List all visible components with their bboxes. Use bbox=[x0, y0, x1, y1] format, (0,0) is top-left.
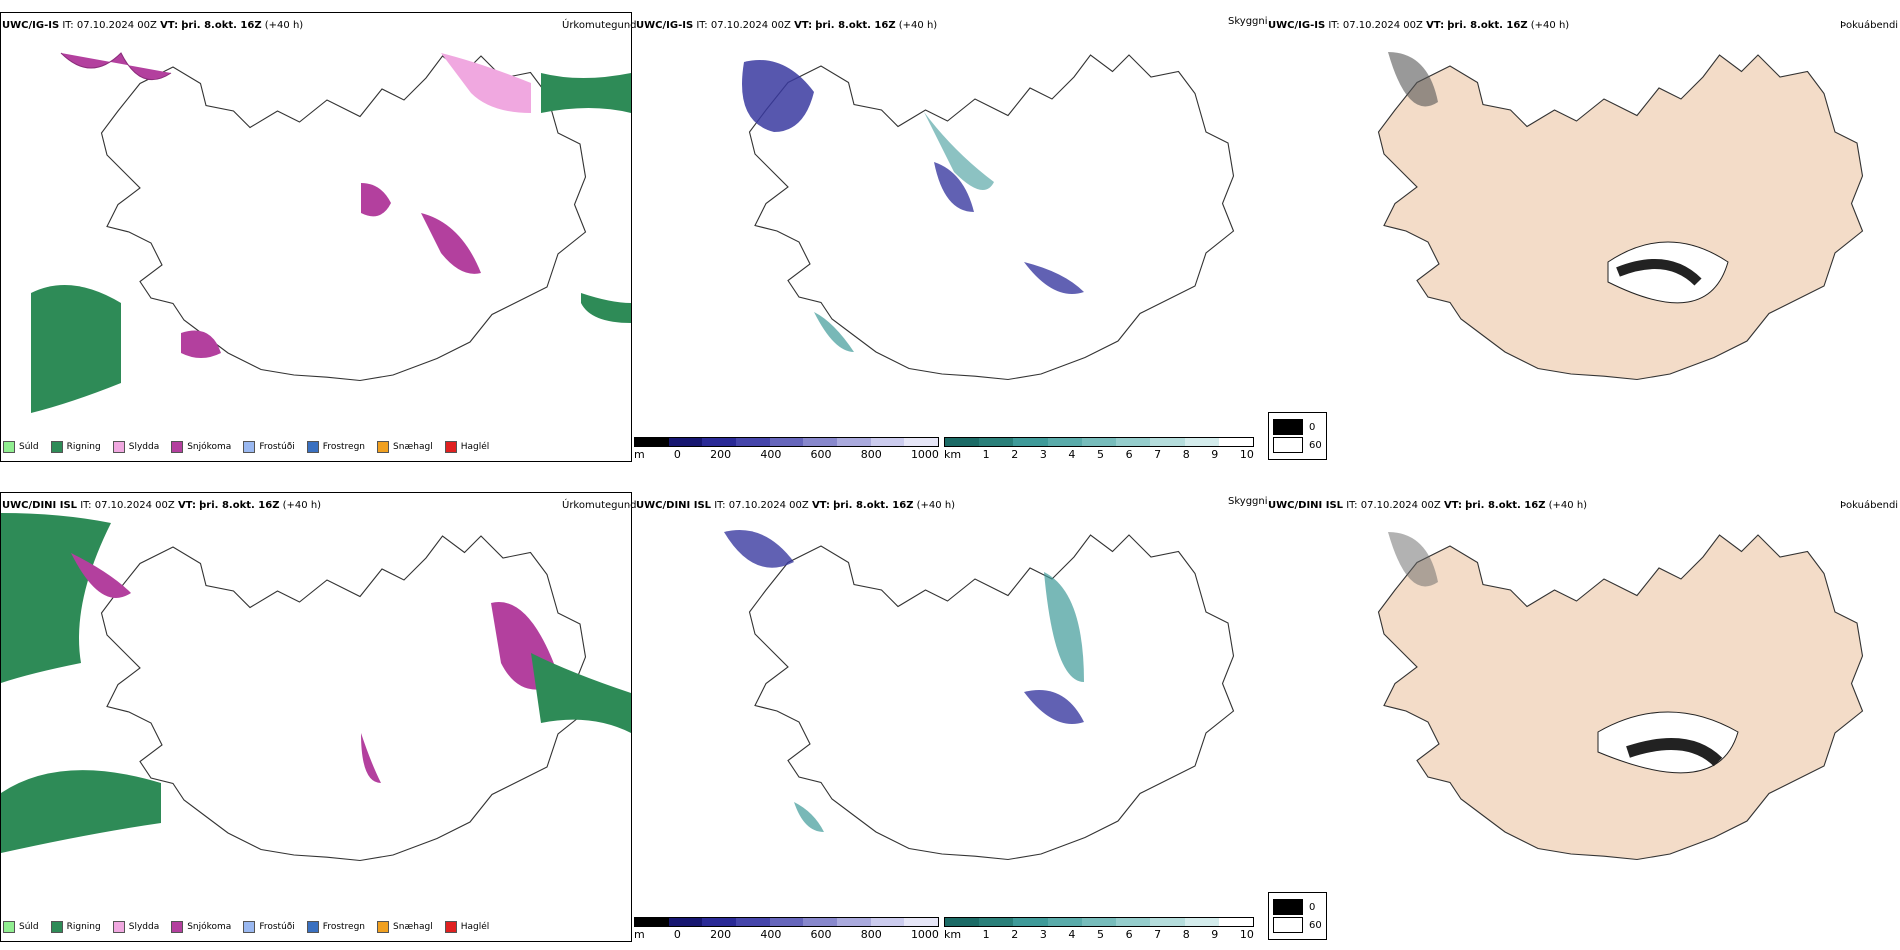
visibility-panel-label-top: Skyggni bbox=[1228, 16, 1268, 27]
title-fog-bottom: UWC/DINI ISL IT: 07.10.2024 00Z VT: þri.… bbox=[1268, 500, 1588, 511]
visibility-panel-bottom: m 0 200 400 600 800 1000 km 1 2 3 4 5 6 7 8 9 10 bbox=[634, 492, 1266, 942]
precip-legend-swatch bbox=[306, 921, 319, 933]
precip-legend-item: Frostúði bbox=[243, 921, 295, 933]
visibility-km-colorbar-top: km 1 2 3 4 5 6 7 8 9 10 bbox=[944, 437, 1254, 461]
fog-map-top bbox=[1377, 52, 1864, 381]
precip-legend-item: Snæhagl bbox=[377, 441, 433, 453]
precip-legend-swatch bbox=[444, 921, 457, 933]
precip-legend-item: Súld bbox=[3, 441, 39, 453]
precip-legend-label: Snæhagl bbox=[393, 922, 433, 932]
precip-legend-item: Snjókoma bbox=[171, 441, 231, 453]
precip-legend-swatch bbox=[377, 921, 390, 933]
title-precip-bottom: UWC/DINI ISL IT: 07.10.2024 00Z VT: þri.… bbox=[2, 500, 322, 511]
visibility-map-bottom bbox=[724, 530, 1235, 861]
precip-legend-item: Slydda bbox=[112, 441, 160, 453]
title-visibility-bottom: UWC/DINI ISL IT: 07.10.2024 00Z VT: þri.… bbox=[636, 500, 956, 511]
precip-legend-item: Snæhagl bbox=[377, 921, 433, 933]
precip-legend-item: Frostregn bbox=[306, 921, 366, 933]
precip-legend-item: Rigning bbox=[50, 441, 101, 453]
precip-legend-label: Frostregn bbox=[322, 442, 366, 452]
precip-legend-swatch bbox=[444, 441, 457, 453]
fog-map-bottom bbox=[1377, 532, 1864, 861]
visibility-map-top bbox=[742, 54, 1235, 381]
precip-legend-swatch bbox=[243, 921, 256, 933]
precip-legend-label: Súld bbox=[19, 922, 39, 932]
precip-panel-bottom: Súld Rigning Slydda Snjókoma Frostúði Frostre… bbox=[0, 492, 632, 942]
precip-legend-label: Rigning bbox=[66, 922, 101, 932]
precip-legend-top: Súld Rigning Slydda Snjókoma Frostúði Frostre… bbox=[3, 441, 489, 453]
precip-legend-item: Súld bbox=[3, 921, 39, 933]
fog-legend-bottom: 0 60 bbox=[1268, 892, 1327, 940]
precip-map-top bbox=[31, 52, 631, 413]
precip-legend-item: Rigning bbox=[50, 921, 101, 933]
precip-legend-swatch bbox=[50, 441, 63, 453]
fog-panel-bottom: 0 60 bbox=[1268, 492, 1900, 942]
precip-legend-label: Slydda bbox=[128, 442, 160, 452]
precip-legend-item: Haglél bbox=[444, 441, 490, 453]
precip-legend-label: Haglél bbox=[460, 442, 490, 452]
visibility-panel-top: m 0 200 400 600 800 1000 km 1 2 3 4 5 6 7 8 9 10 bbox=[634, 12, 1266, 462]
precip-legend-label: Súld bbox=[19, 442, 39, 452]
visibility-panel-label-bottom: Skyggni bbox=[1228, 496, 1268, 507]
precip-legend-swatch bbox=[243, 441, 256, 453]
precip-legend-swatch bbox=[171, 921, 184, 933]
precip-legend-swatch bbox=[377, 441, 390, 453]
precip-legend-item: Frostregn bbox=[306, 441, 366, 453]
precip-legend-item: Snjókoma bbox=[171, 921, 231, 933]
precip-legend-bottom: Súld Rigning Slydda Snjókoma Frostúði Frostre… bbox=[3, 921, 489, 933]
precip-legend-swatch bbox=[3, 921, 15, 933]
precip-legend-swatch bbox=[50, 921, 63, 933]
precip-legend-item: Slydda bbox=[112, 921, 160, 933]
precip-panel-label-top: Úrkomutegund bbox=[562, 20, 637, 31]
precip-legend-label: Haglél bbox=[460, 922, 490, 932]
precip-legend-swatch bbox=[112, 921, 125, 933]
precip-legend-label: Snjókoma bbox=[187, 922, 232, 932]
visibility-m-colorbar-top: m 0 200 400 600 800 1000 bbox=[634, 437, 939, 461]
title-precip-top: UWC/IG-IS IT: 07.10.2024 00Z VT: þri. 8.… bbox=[2, 20, 304, 31]
fog-legend-top: 0 60 bbox=[1268, 412, 1327, 460]
precip-panel-label-bottom: Úrkomutegund bbox=[562, 500, 637, 511]
visibility-km-colorbar-bottom: km 1 2 3 4 5 6 7 8 9 10 bbox=[944, 917, 1254, 941]
precip-legend-swatch bbox=[171, 441, 184, 453]
precip-legend-swatch bbox=[3, 441, 15, 453]
fog-panel-label-bottom: Þokuábendi bbox=[1840, 500, 1899, 511]
precip-map-bottom bbox=[1, 513, 631, 862]
fog-panel-top: 0 60 bbox=[1268, 12, 1900, 462]
title-visibility-top: UWC/IG-IS IT: 07.10.2024 00Z VT: þri. 8.… bbox=[636, 20, 938, 31]
precip-legend-swatch bbox=[306, 441, 319, 453]
title-fog-top: UWC/IG-IS IT: 07.10.2024 00Z VT: þri. 8.… bbox=[1268, 20, 1570, 31]
precip-legend-item: Frostúði bbox=[243, 441, 295, 453]
precip-legend-label: Frostúði bbox=[259, 442, 295, 452]
precip-legend-label: Slydda bbox=[128, 922, 160, 932]
visibility-m-colorbar-bottom: m 0 200 400 600 800 1000 bbox=[634, 917, 939, 941]
precip-legend-item: Haglél bbox=[444, 921, 490, 933]
precip-legend-label: Rigning bbox=[66, 442, 101, 452]
precip-legend-label: Frostúði bbox=[259, 922, 295, 932]
precip-legend-label: Frostregn bbox=[322, 922, 366, 932]
fog-panel-label-top: Þokuábendi bbox=[1840, 20, 1899, 31]
precip-legend-swatch bbox=[112, 441, 125, 453]
precip-legend-label: Snæhagl bbox=[393, 442, 433, 452]
precip-legend-label: Snjókoma bbox=[187, 442, 232, 452]
precip-panel-top: Súld Rigning Slydda Snjókoma Frostúði Frostre… bbox=[0, 12, 632, 462]
